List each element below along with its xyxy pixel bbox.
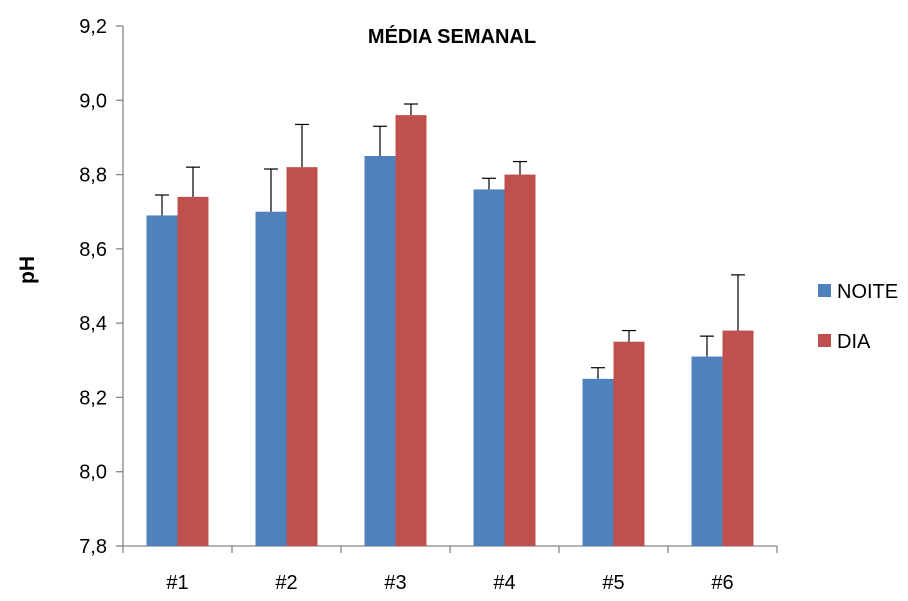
bar-noite-2 <box>364 156 396 546</box>
bar-noite-3 <box>473 189 505 546</box>
y-axis: 7,8 8,0 8,2 8,4 8,6 8,8 9,0 9,2 <box>79 16 124 558</box>
x-tick-label: #1 <box>166 572 188 594</box>
x-tick-label: #3 <box>384 572 406 594</box>
bar-dia-2 <box>395 115 427 547</box>
error-bars <box>155 103 745 379</box>
y-tick-label: 8,4 <box>79 313 107 335</box>
y-tick-label: 8,0 <box>79 462 107 484</box>
legend-swatch-dia <box>818 334 831 347</box>
legend-label-noite: NOITE <box>837 281 898 303</box>
x-tick-label: #2 <box>275 572 297 594</box>
bar-dia-1 <box>286 167 318 546</box>
bar-noite-0 <box>146 215 178 546</box>
bar-dia-4 <box>613 341 645 546</box>
bars <box>146 115 754 547</box>
x-tick-label: #6 <box>711 572 733 594</box>
bar-dia-5 <box>722 330 754 546</box>
y-tick-label: 8,2 <box>79 387 107 409</box>
bar-dia-0 <box>177 196 209 546</box>
bar-dia-3 <box>504 174 536 547</box>
y-tick-label: 9,0 <box>79 90 107 112</box>
bar-noite-1 <box>255 211 287 546</box>
y-tick-label: 8,8 <box>79 165 107 187</box>
x-tick-label: #4 <box>493 572 515 594</box>
bar-noite-5 <box>691 356 723 546</box>
legend-swatch-noite <box>818 284 831 297</box>
x-tick-label: #5 <box>602 572 624 594</box>
x-axis: #1 #2 #3 #4 #5 #6 <box>122 545 778 594</box>
y-tick-label: 7,8 <box>79 536 107 558</box>
y-tick-label: 9,2 <box>79 16 107 38</box>
chart-title: MÉDIA SEMANAL <box>368 25 536 48</box>
y-tick-label: 8,6 <box>79 239 107 261</box>
legend-label-dia: DIA <box>837 331 871 353</box>
y-axis-label: pH <box>16 256 39 284</box>
legend: NOITE DIA <box>818 281 898 353</box>
bar-noite-4 <box>582 378 614 546</box>
